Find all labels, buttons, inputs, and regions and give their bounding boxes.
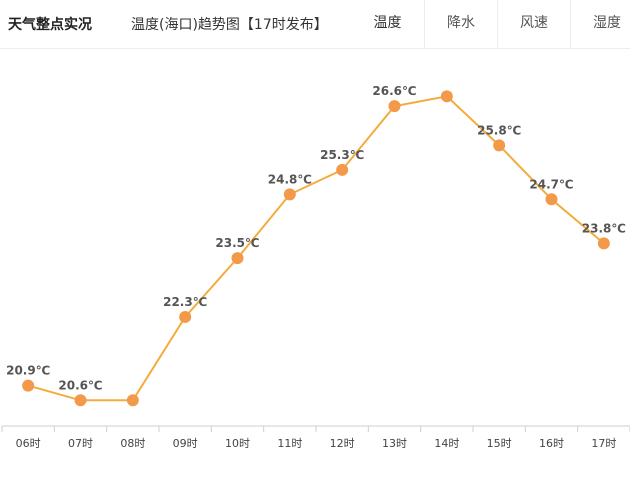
data-label: 26.6℃ [372,84,416,98]
x-tick-label: 13时 [382,437,407,450]
data-point [283,188,296,201]
x-tick-label: 11时 [277,437,302,450]
data-point [74,394,87,407]
header-bar: 天气整点实况 温度(海口)趋势图【17时发布】 温度 降水 风速 湿度 [0,0,630,49]
data-label: 20.6℃ [58,378,102,392]
data-point [179,310,192,323]
x-tick-label: 15时 [487,437,512,450]
x-tick-label: 08时 [120,437,145,450]
x-tick-label: 07时 [68,437,93,450]
x-tick-label: 06时 [16,437,41,450]
data-label: 25.3℃ [320,148,364,162]
tab-wind-speed[interactable]: 风速 [497,0,570,48]
data-point [22,379,35,392]
data-point [231,252,244,265]
data-point [597,237,610,250]
brand-title: 天气整点实况 [8,17,92,33]
tab-humidity[interactable]: 湿度 [570,0,630,48]
data-label: 22.3℃ [163,295,207,309]
x-tick-label: 14时 [434,437,459,450]
data-label: 23.8℃ [582,221,626,235]
data-label: 25.8℃ [477,123,521,137]
data-label: 23.5℃ [215,236,259,250]
data-point [336,163,349,176]
data-label: 20.9℃ [6,364,50,378]
x-tick-label: 17时 [591,437,616,450]
tab-temperature[interactable]: 温度 [373,15,402,31]
chart-subtitle: 温度(海口)趋势图【17时发布】 [131,17,328,33]
temperature-series-line [27,95,605,402]
data-point [126,394,139,407]
data-point [493,139,506,152]
metric-tabs: 温度 降水 风速 湿度 [351,0,630,48]
x-tick-label: 09时 [173,437,198,450]
x-tick-label: 10时 [225,437,250,450]
data-point [388,100,401,113]
tab-precipitation[interactable]: 降水 [424,0,497,48]
data-point [545,193,558,206]
x-tick-label: 12时 [330,437,355,450]
data-label: 24.8℃ [268,172,312,186]
data-point [440,90,453,103]
data-label: 24.7℃ [529,177,573,191]
x-tick-label: 16时 [539,437,564,450]
